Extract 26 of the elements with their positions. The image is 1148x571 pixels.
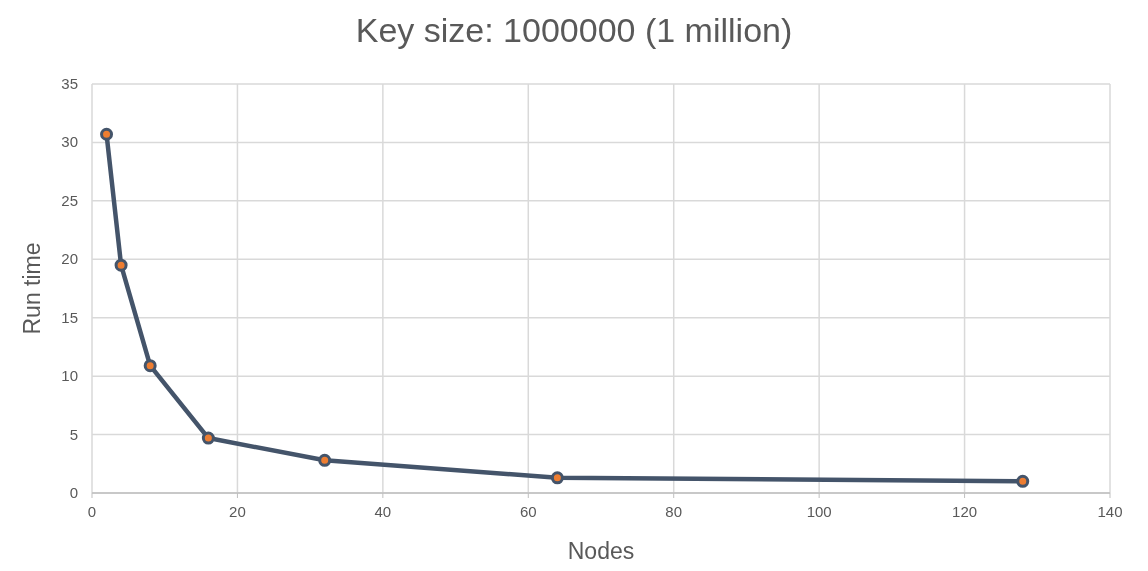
y-tick-label: 0 xyxy=(69,484,78,501)
x-tick-label: 60 xyxy=(519,503,537,520)
point xyxy=(143,359,157,373)
x-tick-label: 140 xyxy=(1097,503,1123,520)
point xyxy=(550,471,564,485)
x-axis-title: Nodes xyxy=(567,538,635,564)
y-axis-title: Run time xyxy=(19,242,45,335)
chart-title: Key size: 1000000 (1 million) xyxy=(355,11,793,49)
x-tick-label: 100 xyxy=(806,503,832,520)
x-tick-label: 80 xyxy=(665,503,683,520)
y-tick-label: 10 xyxy=(61,367,78,385)
y-tick-label: 15 xyxy=(61,308,78,326)
x-tick-label: 0 xyxy=(87,503,97,520)
y-tick-label: 35 xyxy=(61,75,78,92)
point xyxy=(1016,474,1030,488)
x-tick-label: 40 xyxy=(374,503,392,520)
point xyxy=(201,431,215,445)
y-tick-label: 5 xyxy=(69,425,78,443)
y-tick-label: 30 xyxy=(61,133,78,151)
x-tick-label: 120 xyxy=(952,503,978,520)
point xyxy=(100,127,114,141)
y-tick-label: 25 xyxy=(61,191,78,209)
y-tick-label: 20 xyxy=(61,250,78,268)
point xyxy=(318,453,332,467)
point xyxy=(114,258,128,272)
x-tick-label: 20 xyxy=(229,503,246,520)
